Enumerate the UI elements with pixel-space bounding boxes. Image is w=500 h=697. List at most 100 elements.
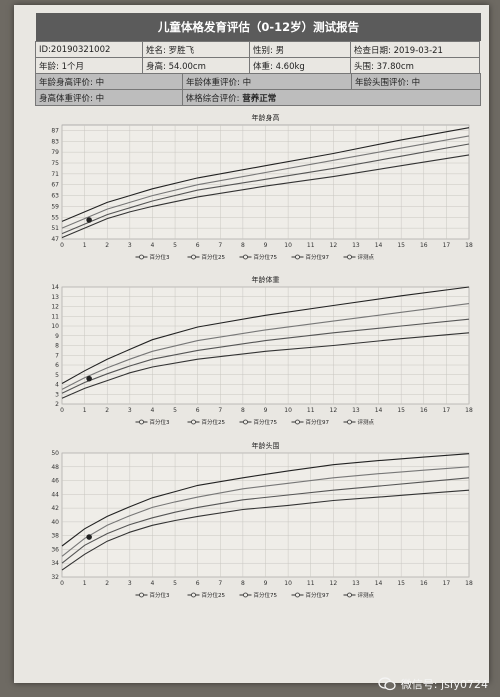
- series-line-百分位3: [61, 332, 470, 399]
- series-line-百分位75: [61, 135, 470, 229]
- x-tick-label: 5: [173, 580, 177, 587]
- patient-weight: 体重: 4.60kg: [249, 57, 351, 74]
- eval-overall-value: 营养正常: [242, 93, 277, 104]
- y-tick-label: 83: [51, 138, 59, 145]
- patient-info-table: ID:20190321002 姓名: 罗胜飞 性别: 男 检查日期: 2019-…: [35, 41, 481, 106]
- y-tick-label: 40: [51, 519, 59, 526]
- x-tick-label: 18: [465, 242, 473, 249]
- patient-age: 年龄: 1个月: [35, 57, 143, 74]
- x-tick-label: 7: [218, 580, 222, 587]
- x-tick-label: 16: [420, 407, 428, 414]
- legend-label: 评测点: [358, 253, 375, 261]
- measurement-point: [86, 534, 92, 540]
- y-tick-label: 10: [51, 323, 59, 330]
- y-tick-label: 8: [55, 343, 59, 350]
- x-tick-label: 14: [375, 242, 383, 249]
- legend-label: 评测点: [358, 591, 375, 599]
- x-tick-label: 17: [443, 407, 451, 414]
- x-tick-label: 0: [60, 580, 64, 587]
- series-line-百分位25: [61, 477, 470, 564]
- y-tick-label: 14: [51, 284, 59, 291]
- x-tick-label: 11: [307, 407, 315, 414]
- x-tick-label: 2: [105, 242, 109, 249]
- x-tick-label: 15: [397, 242, 405, 249]
- report-id: ID:20190321002: [35, 41, 143, 58]
- x-tick-label: 6: [196, 407, 200, 414]
- wechat-icon: [378, 677, 396, 691]
- chart-title: 年龄头围: [252, 441, 280, 450]
- legend-marker: [191, 254, 196, 260]
- x-tick-label: 14: [375, 580, 383, 587]
- x-tick-label: 18: [465, 407, 473, 414]
- y-tick-label: 63: [51, 193, 59, 200]
- watermark-text: 微信号: jsfy0724: [400, 678, 488, 691]
- y-tick-label: 2: [55, 401, 59, 408]
- y-tick-label: 87: [51, 127, 59, 134]
- eval-age-weight: 年龄体重评价: 中: [182, 73, 352, 90]
- x-tick-label: 7: [218, 407, 222, 414]
- legend-label: 百分位75: [254, 253, 278, 261]
- legend-marker: [139, 419, 144, 425]
- y-tick-label: 59: [51, 203, 59, 210]
- x-tick-label: 8: [241, 407, 245, 414]
- wechat-watermark: 微信号: jsfy0724: [378, 676, 488, 692]
- series-line-百分位97: [61, 286, 470, 384]
- x-tick-label: 16: [420, 580, 428, 587]
- report-paper: 儿童体格发育评估（0-12岁）测试报告 ID:20190321002 姓名: 罗…: [14, 5, 489, 683]
- legend-marker: [243, 592, 248, 598]
- x-tick-label: 18: [465, 580, 473, 587]
- y-tick-label: 11: [51, 313, 59, 320]
- x-tick-label: 1: [83, 242, 87, 249]
- y-tick-label: 79: [51, 149, 59, 156]
- exam-date: 检查日期: 2019-03-21: [350, 41, 480, 58]
- x-tick-label: 8: [241, 242, 245, 249]
- measurement-point: [86, 375, 92, 382]
- series-line-百分位97: [61, 127, 470, 222]
- x-tick-label: 11: [307, 580, 315, 587]
- x-tick-label: 1: [83, 407, 87, 414]
- legend-marker: [295, 254, 300, 260]
- chart-age-head: 年龄头围 0 1 2 3 4 5 6 7 8 9 10 11 12 13 14 15 16 17 18 32 34 36 38…: [34, 439, 479, 609]
- legend-label: 百分位97: [306, 591, 330, 599]
- report-title: 儿童体格发育评估（0-12岁）测试报告: [36, 13, 481, 41]
- x-tick-label: 7: [218, 242, 222, 249]
- x-tick-label: 6: [196, 242, 200, 249]
- eval-overall: 体格综合评价: 营养正常: [181, 89, 481, 106]
- y-tick-label: 51: [51, 225, 59, 232]
- measurement-point: [86, 217, 92, 223]
- legend-marker: [191, 592, 196, 598]
- eval-age-height: 年龄身高评价: 中: [35, 73, 183, 90]
- eval-age-head: 年龄头围评价: 中: [351, 73, 481, 90]
- x-tick-label: 10: [284, 580, 292, 587]
- y-tick-label: 6: [55, 362, 59, 369]
- legend-label: 百分位25: [202, 253, 226, 261]
- legend-marker: [139, 592, 144, 598]
- x-tick-label: 1: [83, 580, 87, 587]
- x-tick-label: 3: [128, 407, 132, 414]
- legend-label: 百分位25: [202, 418, 226, 426]
- x-tick-label: 13: [352, 580, 360, 587]
- chart-title: 年龄身高: [252, 113, 280, 122]
- series-line-百分位97: [61, 453, 470, 547]
- legend-label: 百分位3: [150, 591, 171, 599]
- x-tick-label: 12: [330, 242, 338, 249]
- x-tick-label: 14: [375, 407, 383, 414]
- patient-head: 头围: 37.80cm: [350, 57, 480, 74]
- series-line-百分位75: [61, 466, 470, 557]
- y-tick-label: 12: [51, 304, 59, 311]
- x-tick-label: 16: [420, 242, 428, 249]
- x-tick-label: 10: [284, 407, 292, 414]
- x-tick-label: 17: [443, 580, 451, 587]
- x-tick-label: 13: [352, 407, 360, 414]
- eval-overall-label: 体格综合评价:: [185, 93, 240, 104]
- x-tick-label: 4: [151, 580, 155, 587]
- legend-marker: [347, 254, 352, 260]
- y-tick-label: 46: [51, 478, 59, 485]
- x-tick-label: 9: [264, 242, 268, 249]
- x-tick-label: 0: [60, 407, 64, 414]
- x-tick-label: 4: [151, 407, 155, 414]
- series-line-百分位3: [61, 154, 470, 239]
- series-line-百分位25: [61, 143, 470, 235]
- x-tick-label: 17: [443, 242, 451, 249]
- x-tick-label: 2: [105, 580, 109, 587]
